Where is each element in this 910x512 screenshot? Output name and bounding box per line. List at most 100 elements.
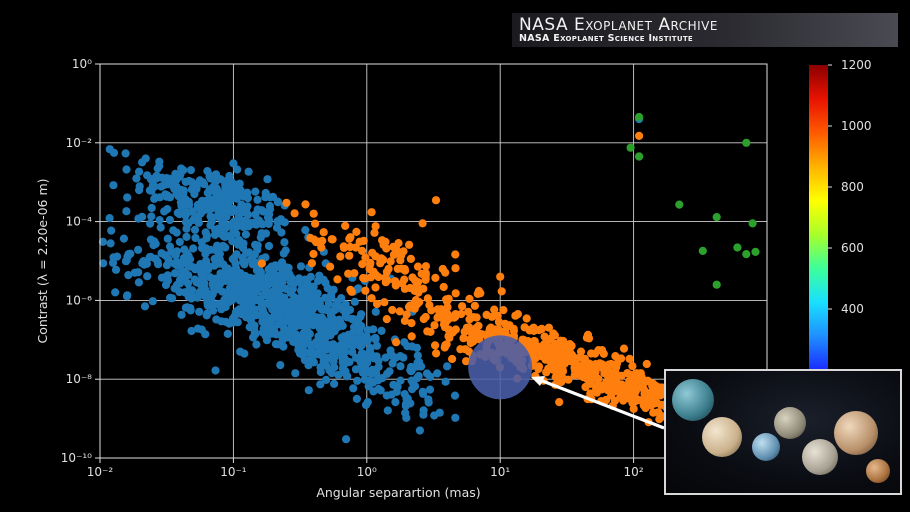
data-point [264,241,274,251]
data-point [177,266,186,275]
data-point [399,353,408,362]
colorbar-tick-label: 800 [841,180,864,194]
data-point [202,231,212,240]
data-point [431,341,440,350]
data-point [195,307,204,316]
data-point [733,243,742,252]
data-point [464,307,473,316]
data-point [558,367,568,376]
data-point [380,298,389,307]
data-point [155,216,164,225]
data-point [211,366,220,375]
x-tick-label: 10⁻² [87,465,114,479]
data-point [451,413,460,422]
data-point [637,396,647,405]
data-point [301,226,310,235]
data-point [233,222,242,231]
data-point [326,328,336,337]
data-point [374,384,383,394]
data-point [179,255,188,264]
data-point [303,279,312,288]
data-point [363,398,372,407]
data-point [451,250,460,259]
planet-image-2 [702,417,742,457]
data-point [240,260,249,269]
data-point [233,306,242,315]
data-point [228,237,237,246]
data-point [258,317,267,326]
data-point [287,323,296,332]
data-point [366,344,375,353]
data-point [304,386,313,395]
data-point [534,362,544,371]
data-point [280,238,289,247]
data-point [640,389,649,399]
data-point [407,319,416,328]
data-point [250,321,259,330]
data-point [135,186,144,195]
data-point [134,214,143,223]
data-point [417,269,426,278]
data-point [181,208,190,217]
data-point [218,219,227,228]
data-point [339,243,349,252]
data-point [201,249,210,258]
data-point [122,207,131,216]
planet-image-5 [802,439,838,475]
data-point [123,252,132,261]
data-point [439,282,448,292]
data-point [99,259,108,268]
data-point [474,286,483,296]
data-point [406,254,415,263]
data-point [376,259,385,268]
data-point [163,271,172,280]
data-point [412,343,421,352]
data-point [199,263,208,272]
data-point [311,219,320,228]
x-tick-label: 10² [624,465,644,479]
data-point [426,372,435,381]
data-point [292,313,301,322]
data-point [252,340,261,349]
data-point [345,357,354,367]
data-point [329,285,338,294]
data-point [271,340,280,349]
data-point [462,323,471,332]
y-tick-label: 10⁻⁸ [66,372,93,386]
data-point [98,237,107,246]
data-point [291,369,300,378]
data-point [419,406,428,415]
data-point [371,307,380,316]
y-tick-label: 10⁻⁶ [66,293,93,307]
data-point [444,294,453,303]
data-point [281,269,290,278]
data-point [232,229,241,238]
data-point [287,273,296,282]
data-point [124,271,133,280]
data-point [147,212,156,221]
data-point [595,359,604,368]
data-point [625,376,634,385]
data-point [430,321,439,330]
data-point [544,345,554,354]
data-point [626,143,635,152]
nasa-exoplanet-archive-banner[interactable]: NASA Exoplanet Archive NASA Exoplanet Sc… [512,13,898,47]
data-point [319,228,328,237]
data-point [559,352,568,361]
data-point [167,294,177,303]
data-point [425,385,435,394]
data-point [296,262,306,271]
data-point [235,236,244,245]
data-point [219,298,228,307]
data-point [441,377,450,386]
data-point [423,294,432,303]
data-point [635,152,644,161]
data-point [544,323,554,332]
data-point [279,316,288,325]
data-point [194,218,203,227]
y-tick-label: 10⁻¹⁰ [61,451,92,465]
data-point [555,398,564,407]
data-point [456,345,465,354]
colorbar-tick-label: 1000 [841,119,872,133]
data-point [400,284,409,293]
